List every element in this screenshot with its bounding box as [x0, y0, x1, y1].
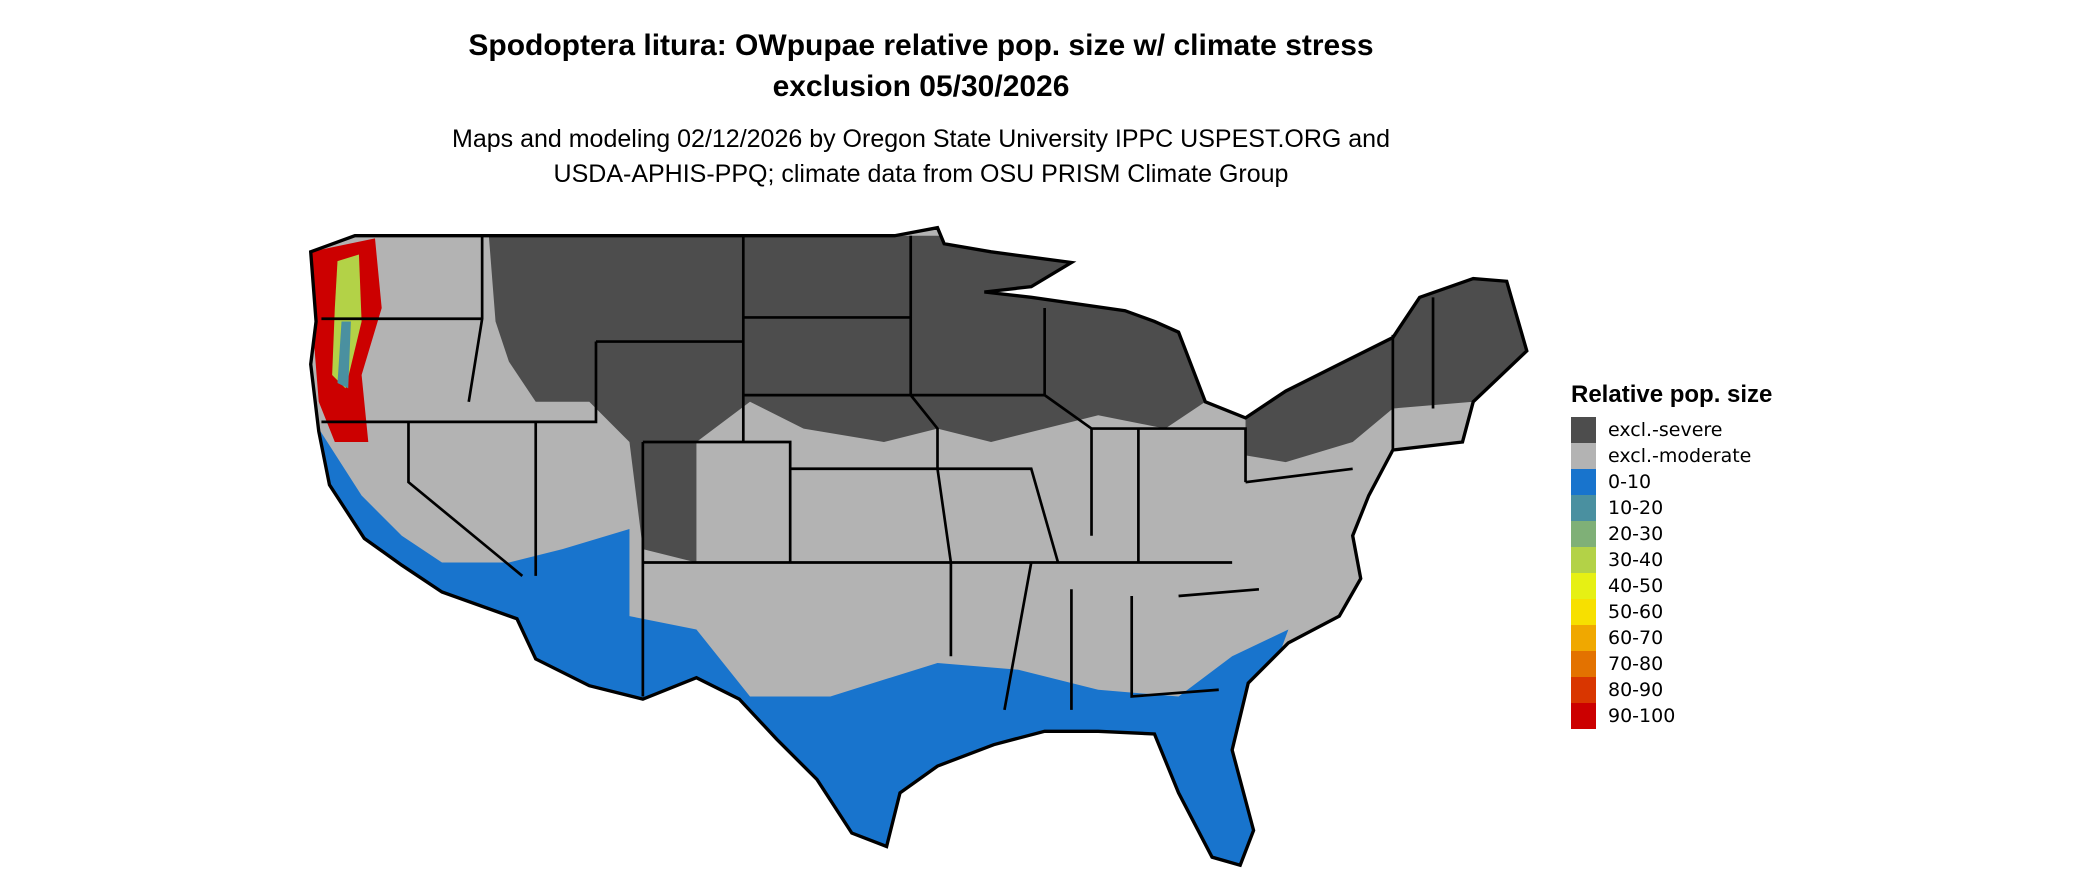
legend-item: excl.-moderate: [1571, 443, 1772, 469]
legend-label: 0-10: [1608, 471, 1652, 493]
legend-item: 30-40: [1571, 547, 1772, 573]
legend-label: 70-80: [1608, 653, 1664, 675]
legend-item: 70-80: [1571, 651, 1772, 677]
legend-item: 10-20: [1571, 495, 1772, 521]
region-excl-severe-north: [488, 235, 1206, 563]
map-title-line1: Spodoptera litura: OWpupae relative pop.…: [468, 29, 1374, 62]
legend-swatch: [1571, 547, 1596, 573]
legend-swatch: [1571, 625, 1596, 651]
legend-item: 0-10: [1571, 469, 1772, 495]
legend-item: 60-70: [1571, 625, 1772, 651]
legend-label: 90-100: [1608, 705, 1676, 727]
legend-title: Relative pop. size: [1571, 381, 1773, 408]
legend-label: 10-20: [1608, 497, 1664, 519]
legend-item: 20-30: [1571, 521, 1772, 547]
legend-swatch: [1571, 443, 1596, 469]
map-title-line2: exclusion 05/30/2026: [772, 70, 1070, 103]
legend-label: excl.-moderate: [1608, 445, 1752, 467]
region-low-pacific-coast: [337, 321, 351, 389]
state-boundaries: [308, 225, 1529, 868]
legend-swatch: [1571, 599, 1596, 625]
legend-label: 60-70: [1608, 627, 1664, 649]
legend-swatch: [1571, 677, 1596, 703]
region-excl-severe-northeast: [1245, 278, 1527, 463]
legend-item: 40-50: [1571, 573, 1772, 599]
legend-item: 80-90: [1571, 677, 1772, 703]
legend-label: 40-50: [1608, 575, 1664, 597]
legend-label: 30-40: [1608, 549, 1664, 571]
legend-swatch: [1571, 469, 1596, 495]
legend-label: 20-30: [1608, 523, 1664, 545]
legend-swatch: [1571, 417, 1596, 443]
map-subtitle-line1: Maps and modeling 02/12/2026 by Oregon S…: [452, 125, 1390, 153]
legend-swatch: [1571, 703, 1596, 729]
legend-swatch: [1571, 651, 1596, 677]
legend-item: excl.-severe: [1571, 417, 1772, 443]
legend-swatch: [1571, 573, 1596, 599]
legend-label: 50-60: [1608, 601, 1664, 623]
legend-swatch: [1571, 495, 1596, 521]
legend-item: 50-60: [1571, 599, 1772, 625]
legend-swatch: [1571, 521, 1596, 547]
legend-label: 80-90: [1608, 679, 1664, 701]
legend-label: excl.-severe: [1608, 419, 1723, 441]
legend: Relative pop. size excl.-severe excl.-mod…: [1571, 380, 1772, 729]
map-subtitle-line2: USDA-APHIS-PPQ; climate data from OSU PR…: [553, 160, 1289, 188]
legend-item: 90-100: [1571, 703, 1772, 729]
